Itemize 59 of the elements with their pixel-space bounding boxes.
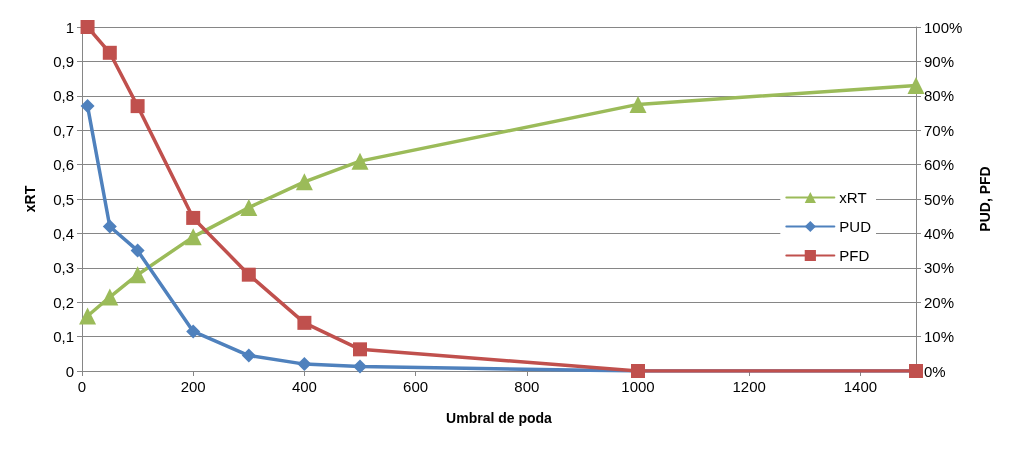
- y-tick-label: 0,1: [53, 328, 74, 346]
- point: [130, 243, 145, 258]
- point: [130, 99, 145, 114]
- y-tick-label: 0: [65, 362, 74, 380]
- y2-tick-label: 80%: [924, 87, 955, 105]
- point: [184, 228, 202, 246]
- point: [297, 357, 312, 372]
- x-tick-label: 600: [403, 378, 429, 395]
- point: [297, 315, 312, 330]
- point: [80, 99, 95, 114]
- point: [186, 324, 201, 339]
- point: [129, 266, 147, 284]
- y2-tick-label: 90%: [924, 52, 955, 70]
- y2-tick-label: 30%: [924, 259, 955, 277]
- x-tick-label: 1200: [732, 378, 766, 395]
- x-tick-label: 1400: [843, 378, 878, 395]
- y2-tick-label: 10%: [924, 328, 955, 346]
- y-tick-label: 0,5: [53, 190, 74, 208]
- x-tick-label: 400: [291, 378, 317, 395]
- y-tick-label: 0,8: [53, 87, 74, 105]
- point: [186, 210, 201, 225]
- y-tick-label: 1: [65, 18, 74, 36]
- point: [79, 307, 97, 325]
- point: [353, 359, 367, 374]
- y-tick-label: 0,2: [53, 293, 74, 311]
- y-tick-label: 0,9: [53, 52, 74, 70]
- point: [80, 20, 95, 34]
- point: [353, 342, 367, 357]
- x-tick-label: 0: [77, 378, 87, 395]
- legend-label: PFD: [839, 247, 870, 264]
- point: [101, 288, 119, 306]
- point: [351, 152, 369, 170]
- point: [907, 76, 925, 94]
- x-tick-label: 200: [180, 378, 206, 395]
- y2-tick-label: 50%: [924, 190, 955, 208]
- y2-tick-label: 0%: [924, 362, 946, 380]
- y-tick-label: 0,3: [53, 259, 74, 277]
- point: [629, 95, 647, 113]
- y2-tick-label: 40%: [924, 224, 955, 242]
- point: [102, 219, 117, 234]
- y2-axis-title: PUD, PFD: [977, 166, 993, 232]
- point: [295, 173, 313, 191]
- point: [240, 199, 258, 217]
- point: [102, 45, 117, 60]
- y-tick-label: 0,7: [53, 121, 74, 139]
- x-tick-label: 1000: [621, 378, 655, 395]
- y2-tick-label: 60%: [924, 156, 955, 174]
- x-tick-label: 800: [514, 378, 540, 395]
- point: [241, 348, 256, 363]
- y-tick-label: 0,4: [53, 224, 74, 242]
- y2-tick-label: 20%: [924, 293, 955, 311]
- legend-label: PUD: [839, 218, 872, 235]
- x-axis-title: Umbral de poda: [446, 410, 553, 426]
- y2-tick-label: 70%: [924, 121, 955, 139]
- y2-tick-label: 100%: [924, 18, 963, 36]
- legend-label: xRT: [839, 189, 867, 206]
- y-axis-title: xRT: [22, 185, 38, 213]
- y-tick-label: 0,6: [53, 156, 74, 174]
- point: [241, 267, 256, 282]
